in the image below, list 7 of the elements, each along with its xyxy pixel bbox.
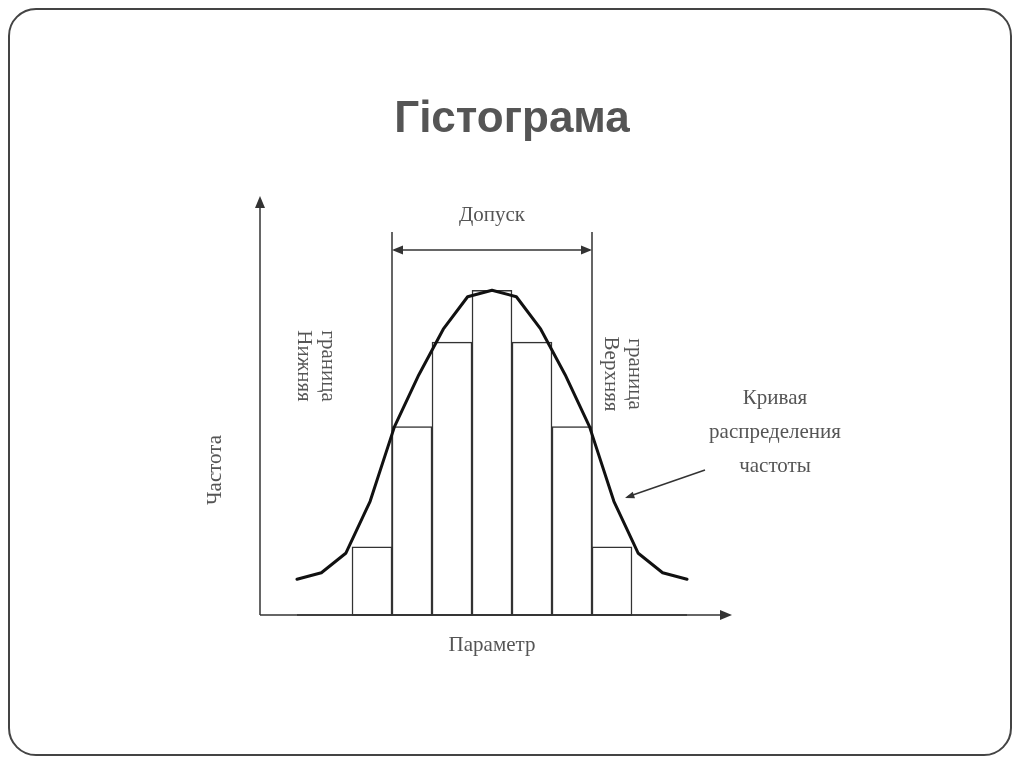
annotation: Верхняя граница (600, 336, 649, 412)
annotation: Нижняя граница (293, 330, 342, 403)
y-axis-title: Частота (201, 434, 226, 506)
text: Допуск (458, 201, 526, 226)
text: Кривая распределения частоты (709, 384, 842, 477)
chart-title: Гістограма (393, 92, 631, 142)
x-axis-title: Параметр (448, 631, 536, 656)
